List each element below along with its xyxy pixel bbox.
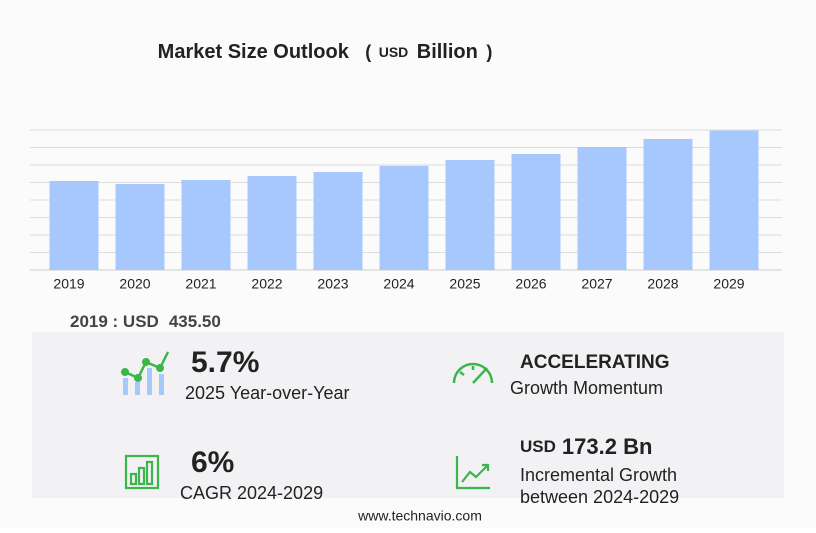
base-value: 435.50 [169, 312, 221, 331]
bar [247, 175, 297, 270]
kpi-amount: 173.2 Bn [562, 434, 653, 459]
title-currency: USD [379, 44, 409, 60]
kpi-value: 6% [191, 446, 234, 479]
x-tick-label: 2023 [317, 276, 348, 292]
x-tick-label: 2020 [119, 276, 150, 292]
kpi-value: ACCELERATING [520, 352, 670, 373]
bar [181, 179, 231, 270]
x-tick-label: 2022 [251, 276, 282, 292]
bar [643, 138, 693, 270]
kpi-label: CAGR 2024-2029 [180, 483, 323, 503]
icon-yoy [121, 351, 170, 395]
kpi-prefix: USD [520, 437, 556, 456]
kpi-label: 2025 Year-over-Year [185, 383, 349, 403]
bar [577, 146, 627, 270]
kpi-value: 5.7% [191, 346, 259, 379]
footer: www.technavio.com [357, 508, 482, 524]
icon-growth [455, 456, 490, 490]
x-tick-label: 2024 [383, 276, 414, 292]
x-tick-label: 2029 [713, 276, 744, 292]
x-tick-label: 2021 [185, 276, 216, 292]
bar [445, 159, 495, 270]
chart-title: Market Size Outlook ( USD Billion ) [158, 41, 493, 63]
plot: 2019 2020 2021 2022 2023 2024 2025 2026 2027 2028… [30, 129, 782, 292]
kpi-label: Growth Momentum [510, 378, 663, 398]
bar [115, 183, 165, 270]
title-paren: ( [365, 42, 371, 62]
base-label: 2019 : USD 435.50 [70, 312, 221, 331]
bar [49, 180, 99, 270]
x-tick-label: 2028 [647, 276, 678, 292]
bar [313, 171, 363, 270]
base-year: 2019 : USD [70, 312, 159, 331]
title-unit: Billion [417, 41, 478, 63]
icon-gauge [452, 362, 494, 384]
kpi-value: USD 173.2 Bn [520, 434, 652, 459]
bar [709, 130, 759, 270]
bar [379, 165, 429, 270]
title-main: Market Size Outlook [158, 41, 350, 63]
kpi-label: between 2024-2029 [520, 487, 679, 507]
kpi-label: Incremental Growth [520, 465, 677, 485]
title-paren: ) [486, 42, 492, 62]
icon-cagr [124, 454, 160, 490]
x-tick-label: 2026 [515, 276, 546, 292]
bar [511, 153, 561, 270]
x-tick-label: 2025 [449, 276, 480, 292]
x-tick-label: 2019 [53, 276, 84, 292]
x-tick-label: 2027 [581, 276, 612, 292]
